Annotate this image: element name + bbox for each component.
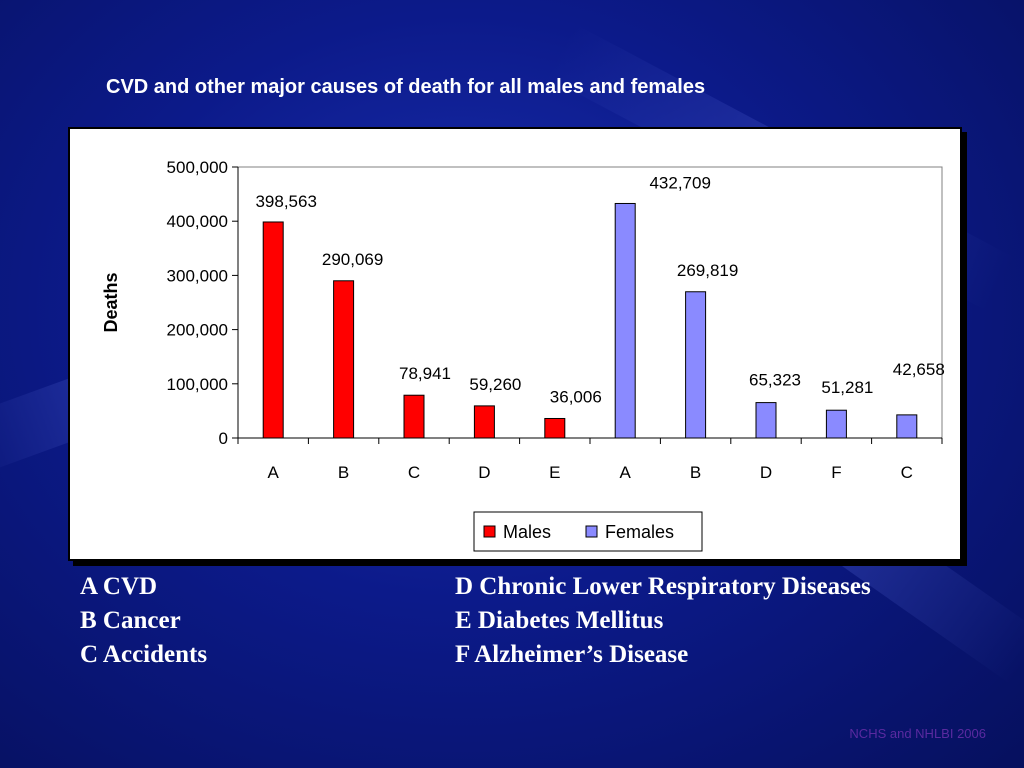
bar-males xyxy=(404,395,424,438)
x-tick-label: D xyxy=(478,463,490,482)
x-tick-label: B xyxy=(338,463,349,482)
y-tick-label: 100,000 xyxy=(167,375,228,394)
x-tick-label: B xyxy=(690,463,701,482)
data-label: 42,658 xyxy=(893,360,945,379)
y-tick-label: 400,000 xyxy=(167,212,228,231)
x-tick-label: E xyxy=(549,463,560,482)
y-tick-label: 500,000 xyxy=(167,158,228,177)
data-label: 65,323 xyxy=(749,371,801,390)
y-tick-label: 200,000 xyxy=(167,321,228,340)
x-tick-label: C xyxy=(901,463,913,482)
data-label: 290,069 xyxy=(322,250,383,269)
data-label: 432,709 xyxy=(649,173,710,192)
bar-females xyxy=(826,410,846,438)
legend-label-females: Females xyxy=(605,522,674,542)
x-tick-label: A xyxy=(620,463,632,482)
bar-females xyxy=(615,203,635,438)
x-tick-label: F xyxy=(831,463,841,482)
legend-label-males: Males xyxy=(503,522,551,542)
key-item-diabetes: E Diabetes Mellitus xyxy=(455,604,871,638)
legend-key-left: A CVD B Cancer C Accidents xyxy=(80,570,207,672)
slide-title: CVD and other major causes of death for … xyxy=(106,76,705,99)
chart-frame: 0 100,000 200,000 300,000 400,000 500,000 Deat… xyxy=(68,127,962,561)
bar-females xyxy=(897,415,917,438)
key-item-cancer: B Cancer xyxy=(80,604,207,638)
x-tick-label: D xyxy=(760,463,772,482)
x-tick-label: C xyxy=(408,463,420,482)
bar-males xyxy=(474,406,494,438)
bar-males xyxy=(263,222,283,438)
bar-males xyxy=(334,281,354,438)
bar-females xyxy=(686,292,706,438)
source-note: NCHS and NHLBI 2006 xyxy=(849,726,986,741)
legend-swatch-females xyxy=(586,526,597,537)
key-item-accidents: C Accidents xyxy=(80,638,207,672)
x-tick-label: A xyxy=(268,463,280,482)
data-label: 269,819 xyxy=(677,261,738,280)
bar-males xyxy=(545,418,565,438)
legend-swatch-males xyxy=(484,526,495,537)
data-label: 78,941 xyxy=(399,364,451,383)
data-label: 51,281 xyxy=(821,378,873,397)
y-axis-label: Deaths xyxy=(101,272,121,332)
data-label: 36,006 xyxy=(550,387,602,406)
bar-chart: 0 100,000 200,000 300,000 400,000 500,000 Deat… xyxy=(70,129,960,559)
key-item-cvd: A CVD xyxy=(80,570,207,604)
y-tick-label: 300,000 xyxy=(167,266,228,285)
y-tick-label: 0 xyxy=(219,429,228,448)
key-item-alzheimers: F Alzheimer’s Disease xyxy=(455,638,871,672)
data-label: 398,563 xyxy=(255,192,316,211)
bar-females xyxy=(756,403,776,438)
data-label: 59,260 xyxy=(469,375,521,394)
key-item-clrd: D Chronic Lower Respiratory Diseases xyxy=(455,570,871,604)
legend-key-right: D Chronic Lower Respiratory Diseases E D… xyxy=(455,570,871,672)
